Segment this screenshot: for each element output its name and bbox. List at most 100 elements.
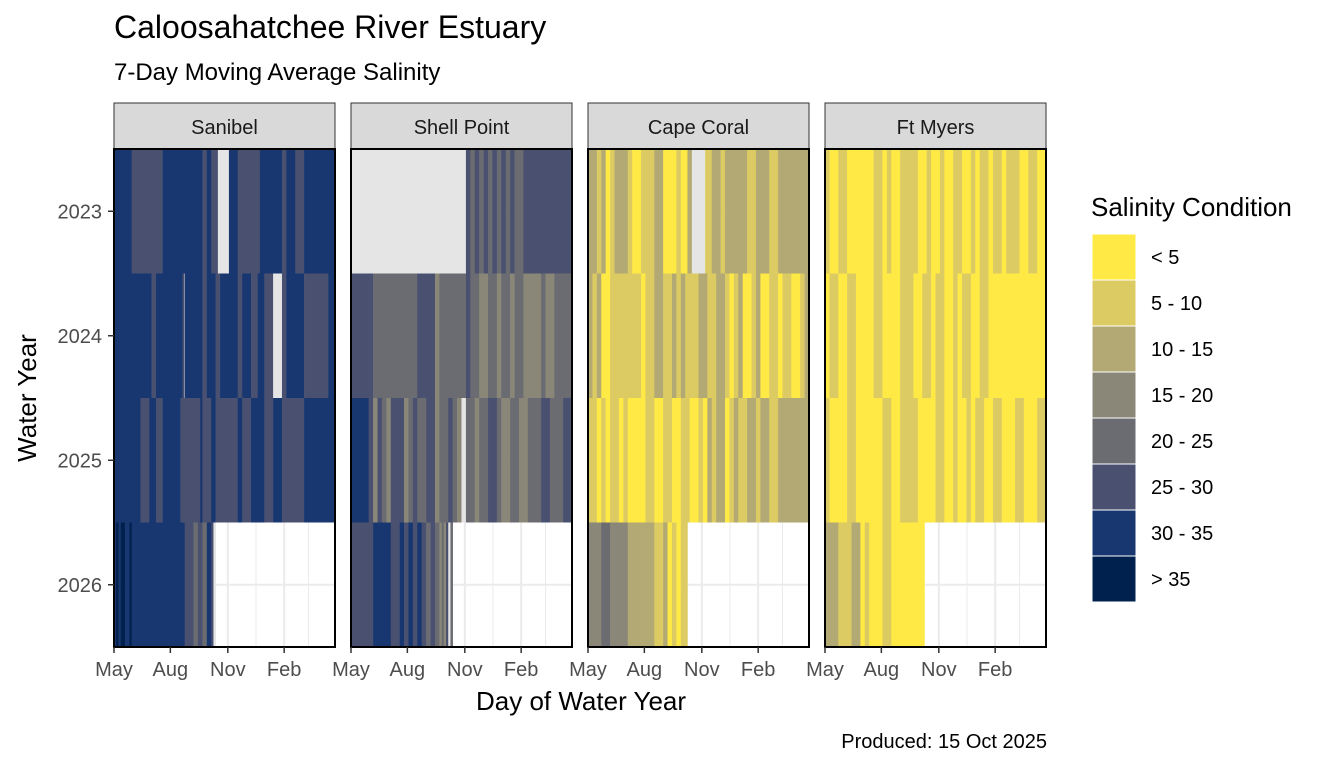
caption: Produced: 15 Oct 2025 — [841, 731, 1047, 753]
heatmap-cell — [386, 398, 392, 523]
heatmap-cell — [769, 273, 779, 398]
heatmap-cell — [742, 273, 752, 398]
heatmap-cell — [162, 149, 203, 274]
heatmap-cell — [733, 273, 739, 398]
heatmap-cell — [663, 273, 673, 398]
heatmap-cell — [202, 398, 212, 523]
heatmap-cell — [667, 522, 673, 647]
heatmap-cell — [984, 398, 994, 523]
heatmap-cell — [501, 273, 511, 398]
heatmap-cell — [125, 522, 130, 647]
heatmap-cell — [838, 273, 848, 398]
heatmap-cell — [860, 522, 866, 647]
heatmap-cell — [957, 273, 963, 398]
heatmap-cell — [791, 273, 801, 398]
heatmap-cell — [488, 149, 493, 274]
heatmap-cell — [446, 522, 449, 647]
heatmap-cell — [404, 398, 409, 523]
heatmap-cell — [541, 273, 546, 398]
heatmap-cell — [755, 398, 761, 523]
heatmap-cell — [129, 522, 132, 647]
heatmap-cell — [421, 522, 427, 647]
heatmap-cell — [751, 273, 757, 398]
heatmap-cell — [408, 522, 414, 647]
heatmap-cell — [351, 398, 369, 523]
heatmap-cell — [213, 522, 216, 647]
heatmap-cell — [1001, 398, 1016, 523]
heatmap-cell — [922, 273, 932, 398]
heatmap-cell — [202, 149, 208, 274]
facet-strip-label: Cape Coral — [648, 117, 749, 139]
heatmap-cell — [663, 522, 668, 647]
heatmap-cell — [518, 398, 529, 523]
heatmap-cell — [381, 398, 387, 523]
heatmap-cell — [711, 398, 717, 523]
heatmap-cell — [738, 398, 748, 523]
chart-title: Caloosahatchee River Estuary — [114, 9, 546, 45]
heatmap-cell — [944, 273, 954, 398]
panel-cape-coral: Cape Coral May Aug Nov Feb — [569, 102, 810, 681]
heatmap-cell — [184, 273, 185, 398]
x-tick-label: Nov — [210, 659, 246, 681]
heatmap-cell — [663, 398, 673, 523]
heatmap-cell — [654, 149, 664, 274]
legend-label: 30 - 35 — [1151, 523, 1213, 545]
y-axis-label: Water Year — [12, 334, 42, 462]
heatmap-cell — [917, 149, 927, 274]
heatmap-cell — [992, 149, 1003, 274]
heatmap-cell — [206, 273, 216, 398]
heatmap-cell — [966, 398, 972, 523]
heatmap-cell — [632, 149, 642, 274]
heatmap-cell — [257, 273, 265, 398]
heatmap-cell — [778, 398, 810, 523]
heatmap-cell — [882, 273, 901, 398]
heatmap-cell — [931, 149, 941, 274]
chart-subtitle: 7-Day Moving Average Salinity — [114, 59, 440, 86]
heatmap-cell — [281, 273, 287, 398]
heatmap-cell — [944, 398, 954, 523]
heatmap-cell — [1037, 398, 1047, 523]
heatmap-cell — [979, 273, 989, 398]
heatmap-cell — [641, 149, 655, 274]
heatmap-cell — [829, 149, 839, 274]
heatmap-cell — [592, 273, 598, 398]
heatmap-cell — [545, 273, 555, 398]
heatmap-cell — [184, 522, 194, 647]
heatmap-cell — [729, 398, 735, 523]
panel-sanibel: Sanibel May Aug Nov Feb — [95, 102, 336, 681]
heatmap-cell — [596, 273, 602, 398]
heatmap-cell — [847, 273, 857, 398]
heatmap-cell — [202, 273, 208, 398]
x-tick-label: Aug — [627, 659, 663, 681]
heatmap-cell — [588, 273, 593, 398]
heatmap-cell — [729, 273, 735, 398]
heatmap-cell — [769, 149, 779, 274]
heatmap-cell — [975, 398, 985, 523]
heatmap-cell — [448, 398, 453, 523]
heatmap-cell — [417, 273, 436, 398]
legend-label: 5 - 10 — [1151, 293, 1202, 315]
x-tick-label: Nov — [684, 659, 720, 681]
heatmap-cell — [687, 149, 693, 274]
heatmap-cell — [962, 273, 972, 398]
heatmap-cell — [304, 149, 336, 274]
heatmap-cell — [259, 149, 283, 274]
heatmap-cell — [685, 273, 699, 398]
heatmap-cell — [452, 398, 458, 523]
legend-key — [1091, 417, 1137, 465]
heatmap-cell — [211, 398, 216, 523]
heatmap-cell — [373, 522, 392, 647]
legend-key — [1091, 509, 1137, 557]
heatmap-cell — [738, 273, 743, 398]
heatmap-cell — [680, 398, 690, 523]
legend-title: Salinity Condition — [1091, 192, 1292, 222]
heatmap-cell — [114, 522, 117, 647]
heatmap-cell — [417, 522, 423, 647]
heatmap-cell — [417, 398, 427, 523]
heatmap-cell — [1023, 398, 1038, 523]
x-axis-label: Day of Water Year — [476, 686, 686, 716]
heatmap-cell — [114, 149, 124, 274]
heatmap-cell — [913, 273, 923, 398]
heatmap-cell — [351, 273, 374, 398]
